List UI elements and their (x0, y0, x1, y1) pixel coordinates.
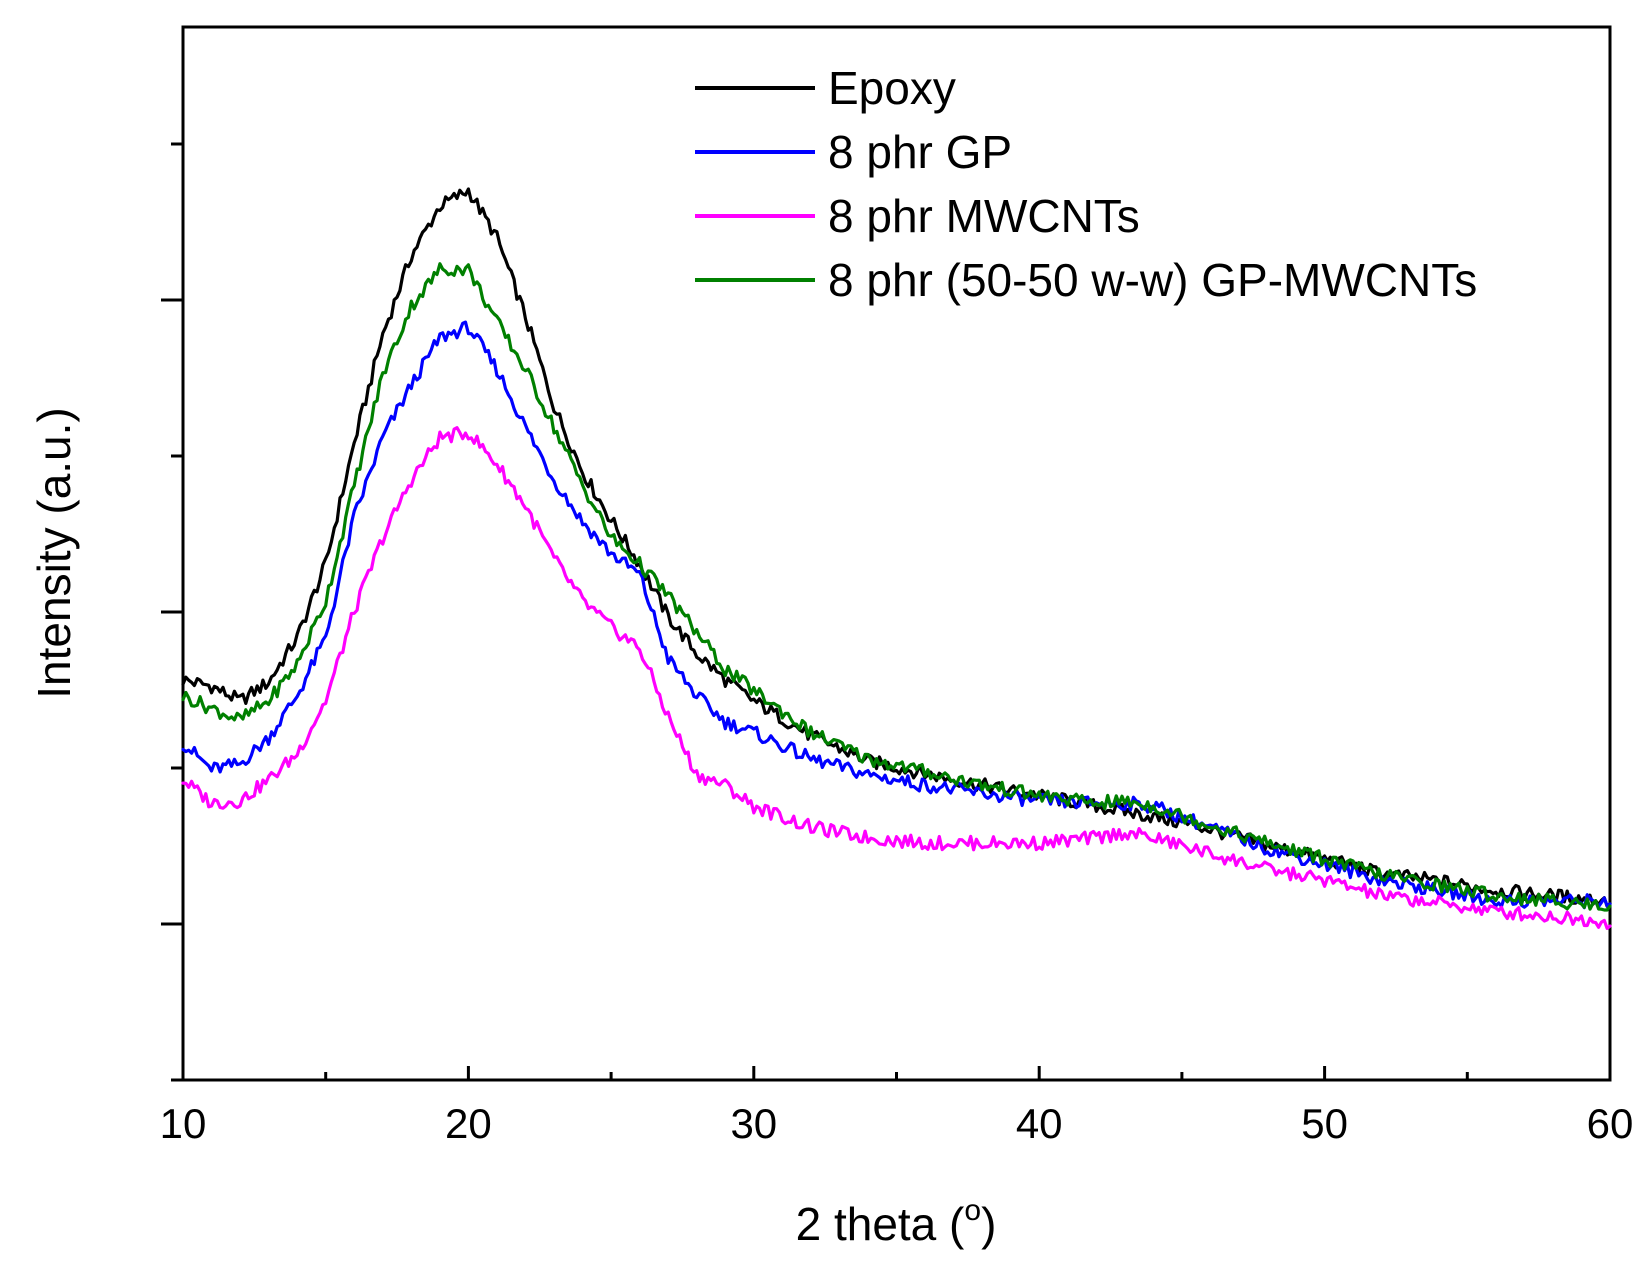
legend-label: Epoxy (828, 62, 956, 114)
y-axis-ticks (161, 142, 183, 1082)
x-tick-label: 10 (160, 1100, 207, 1147)
x-axis-title-degree: o (964, 1194, 981, 1227)
legend-label: 8 phr (50-50 w-w) GP-MWCNTs (828, 254, 1477, 306)
series-line-3 (181, 262, 1612, 912)
x-tick-label: 40 (1016, 1100, 1063, 1147)
x-axis-title: 2 theta (o) (796, 1194, 997, 1250)
x-tick-label: 20 (445, 1100, 492, 1147)
series-line-0 (181, 187, 1612, 908)
legend-label: 8 phr MWCNTs (828, 190, 1140, 242)
x-tick-label: 30 (730, 1100, 777, 1147)
plot-frame (181, 25, 1612, 1082)
x-axis-ticks: 10 20 30 40 50 60 (160, 1066, 1634, 1147)
legend: Epoxy 8 phr GP 8 phr MWCNTs 8 phr (50-50 w-… (695, 62, 1477, 306)
x-tick-label: 60 (1587, 1100, 1634, 1147)
series-line-2 (181, 426, 1612, 930)
y-axis-title: Intensity (a.u.) (28, 407, 80, 698)
series-line-1 (181, 320, 1612, 910)
series-layer (181, 187, 1612, 930)
x-axis-title-text: 2 theta ( (796, 1198, 965, 1250)
x-tick-label: 50 (1301, 1100, 1348, 1147)
x-axis-title-close: ) (981, 1198, 996, 1250)
plot-area: 10 20 30 40 50 60 (160, 25, 1634, 1147)
legend-label: 8 phr GP (828, 126, 1012, 178)
